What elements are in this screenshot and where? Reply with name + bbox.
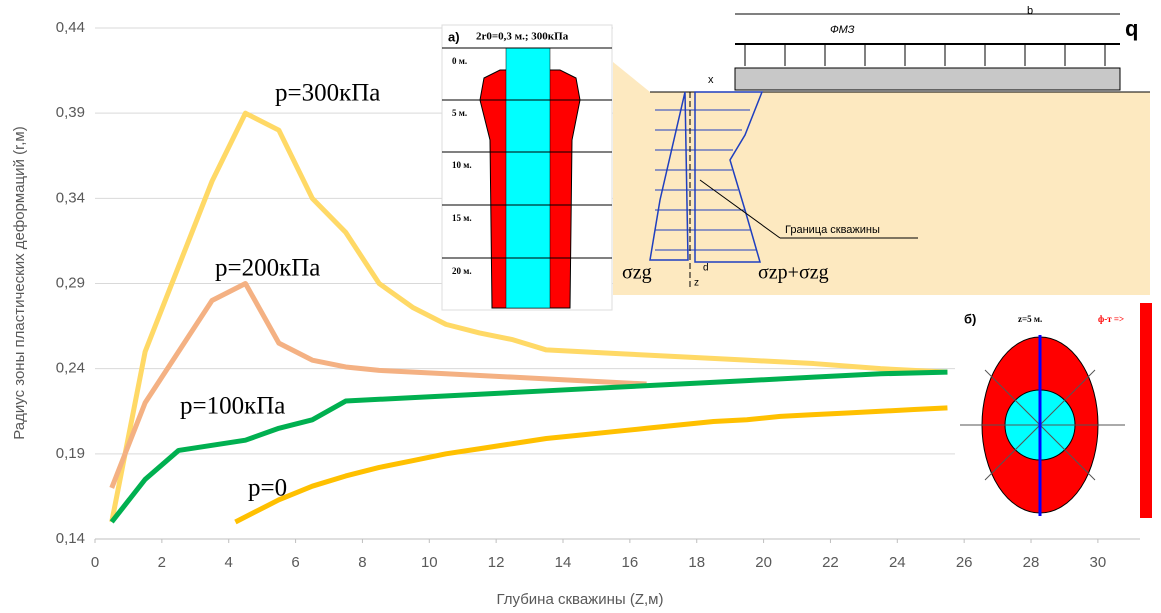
scheme-label: Граница скважины — [785, 224, 880, 236]
series-label: p=0 — [248, 475, 287, 502]
x-tick-label: 14 — [555, 554, 572, 571]
inset-label: а) — [448, 29, 460, 44]
x-tick-label: 4 — [225, 554, 233, 571]
y-tick-label: 0,29 — [56, 274, 85, 291]
inset-depth: z=5 м. — [1018, 314, 1042, 324]
depth-label: 20 м. — [452, 266, 472, 276]
scheme-label: q — [1125, 16, 1138, 41]
inset-label: б) — [964, 311, 976, 326]
x-tick-label: 30 — [1090, 554, 1107, 571]
x-tick-label: 26 — [956, 554, 973, 571]
series-line — [112, 284, 647, 488]
scheme-label: b — [1027, 5, 1033, 17]
x-tick-label: 0 — [91, 554, 99, 571]
y-axis-title: Радиус зоны пластических деформаций (r,м… — [11, 126, 28, 439]
depth-label: 0 м. — [452, 56, 467, 66]
depth-label: 15 м. — [452, 213, 472, 223]
x-axis-title: Глубина скважины (Z,м) — [497, 591, 664, 608]
x-tick-label: 22 — [822, 554, 839, 571]
scheme-label: ФМЗ — [830, 24, 855, 36]
inset-header: 2r0=0,3 м.; 300кПа — [476, 31, 569, 43]
x-tick-label: 8 — [358, 554, 366, 571]
y-tick-label: 0,44 — [56, 19, 85, 36]
x-tick-label: 16 — [622, 554, 639, 571]
scheme-label: z — [694, 278, 699, 289]
x-tick-label: 20 — [755, 554, 772, 571]
depth-label: 5 м. — [452, 108, 467, 118]
x-tick-label: 24 — [889, 554, 906, 571]
series-label: p=300кПа — [275, 80, 380, 107]
series-label: p=100кПа — [180, 393, 285, 420]
scheme-label: d — [703, 263, 709, 274]
x-tick-label: 6 — [291, 554, 299, 571]
series-label: p=200кПа — [215, 255, 320, 282]
scheme-label: x — [708, 74, 714, 86]
x-tick-label: 12 — [488, 554, 505, 571]
depth-label: 10 м. — [452, 160, 472, 170]
x-tick-label: 10 — [421, 554, 438, 571]
scheme-label: σzp+σzg — [758, 262, 829, 284]
x-tick-label: 18 — [688, 554, 705, 571]
x-tick-label: 28 — [1023, 554, 1040, 571]
scheme: b ФМЗ q x z d Граница скважины σzg σzp+σ… — [613, 0, 1153, 295]
x-tick-label: 2 — [158, 554, 166, 571]
y-tick-label: 0,14 — [56, 530, 85, 547]
y-tick-label: 0,19 — [56, 445, 85, 462]
chart: Глубина скважины (Z,м) Радиус зоны пласт… — [0, 0, 1161, 613]
inset-a: а) 2r0=0,3 м.; 300кПа 0 м. 5 м. 10 м. 15… — [442, 25, 612, 310]
y-tick-label: 0,39 — [56, 104, 85, 121]
y-tick-label: 0,24 — [56, 360, 85, 377]
inset-legend: ф-т => — [1098, 314, 1124, 324]
inset-b: б) z=5 м. ф-т => — [955, 298, 1155, 518]
scheme-label: σzg — [622, 262, 652, 284]
series-line — [235, 408, 947, 522]
y-tick-label: 0,34 — [56, 189, 85, 206]
